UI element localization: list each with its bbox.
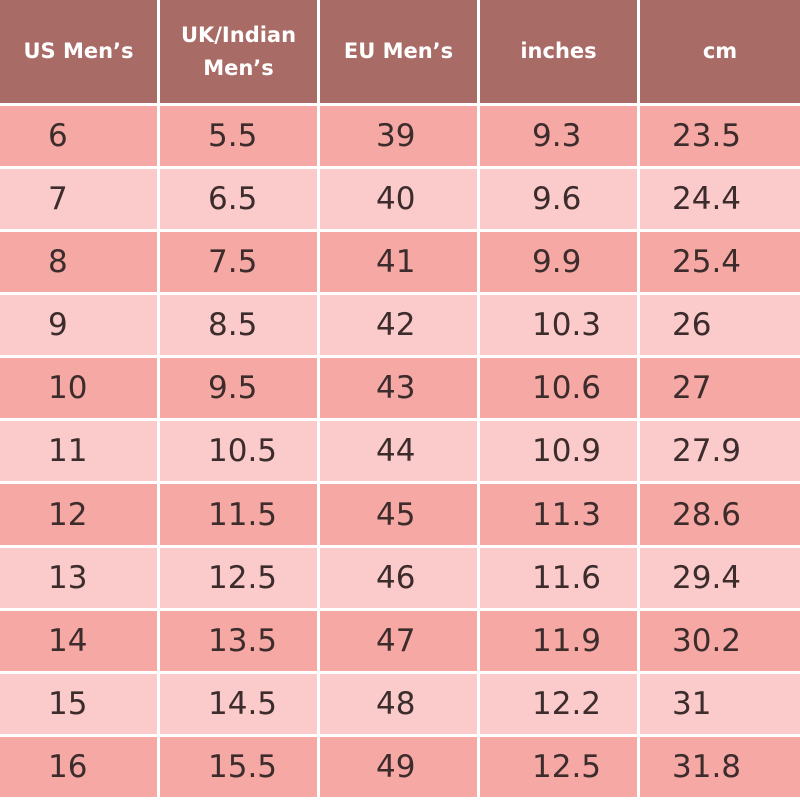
header-inches: inches: [480, 0, 640, 106]
cell-eu-mens: 49: [320, 736, 480, 800]
cell-eu-mens: 46: [320, 547, 480, 611]
cell-inches: 10.6: [480, 358, 640, 422]
cell-uk-indian-mens: 9.5: [160, 358, 320, 422]
cell-cm: 26: [640, 295, 800, 359]
cell-eu-mens: 40: [320, 169, 480, 233]
cell-cm: 23.5: [640, 106, 800, 170]
cell-us-mens: 7: [0, 169, 160, 233]
cell-eu-mens: 45: [320, 484, 480, 548]
cell-us-mens: 10: [0, 358, 160, 422]
cell-us-mens: 8: [0, 232, 160, 296]
cell-uk-indian-mens: 7.5: [160, 232, 320, 296]
cell-us-mens: 16: [0, 736, 160, 800]
header-uk-indian-mens: UK/Indian Men’s: [160, 0, 320, 106]
cell-eu-mens: 47: [320, 610, 480, 674]
cell-inches: 9.6: [480, 169, 640, 233]
cell-eu-mens: 42: [320, 295, 480, 359]
cell-eu-mens: 48: [320, 673, 480, 737]
cell-cm: 27: [640, 358, 800, 422]
cell-inches: 9.3: [480, 106, 640, 170]
cell-cm: 24.4: [640, 169, 800, 233]
cell-us-mens: 13: [0, 547, 160, 611]
cell-inches: 11.3: [480, 484, 640, 548]
cell-us-mens: 6: [0, 106, 160, 170]
cell-uk-indian-mens: 15.5: [160, 736, 320, 800]
header-us-mens: US Men’s: [0, 0, 160, 106]
cell-uk-indian-mens: 8.5: [160, 295, 320, 359]
cell-cm: 28.6: [640, 484, 800, 548]
cell-uk-indian-mens: 5.5: [160, 106, 320, 170]
cell-us-mens: 12: [0, 484, 160, 548]
cell-us-mens: 9: [0, 295, 160, 359]
cell-inches: 9.9: [480, 232, 640, 296]
cell-inches: 10.3: [480, 295, 640, 359]
cell-cm: 31: [640, 673, 800, 737]
header-cm: cm: [640, 0, 800, 106]
cell-us-mens: 11: [0, 421, 160, 485]
cell-us-mens: 15: [0, 673, 160, 737]
cell-uk-indian-mens: 12.5: [160, 547, 320, 611]
cell-us-mens: 14: [0, 610, 160, 674]
cell-cm: 25.4: [640, 232, 800, 296]
cell-inches: 12.2: [480, 673, 640, 737]
cell-eu-mens: 44: [320, 421, 480, 485]
cell-uk-indian-mens: 14.5: [160, 673, 320, 737]
cell-eu-mens: 41: [320, 232, 480, 296]
header-eu-mens: EU Men’s: [320, 0, 480, 106]
cell-inches: 10.9: [480, 421, 640, 485]
cell-uk-indian-mens: 13.5: [160, 610, 320, 674]
cell-uk-indian-mens: 10.5: [160, 421, 320, 485]
cell-eu-mens: 43: [320, 358, 480, 422]
cell-cm: 30.2: [640, 610, 800, 674]
cell-uk-indian-mens: 11.5: [160, 484, 320, 548]
cell-inches: 11.9: [480, 610, 640, 674]
cell-inches: 11.6: [480, 547, 640, 611]
cell-eu-mens: 39: [320, 106, 480, 170]
cell-uk-indian-mens: 6.5: [160, 169, 320, 233]
cell-cm: 27.9: [640, 421, 800, 485]
cell-inches: 12.5: [480, 736, 640, 800]
cell-cm: 31.8: [640, 736, 800, 800]
cell-cm: 29.4: [640, 547, 800, 611]
